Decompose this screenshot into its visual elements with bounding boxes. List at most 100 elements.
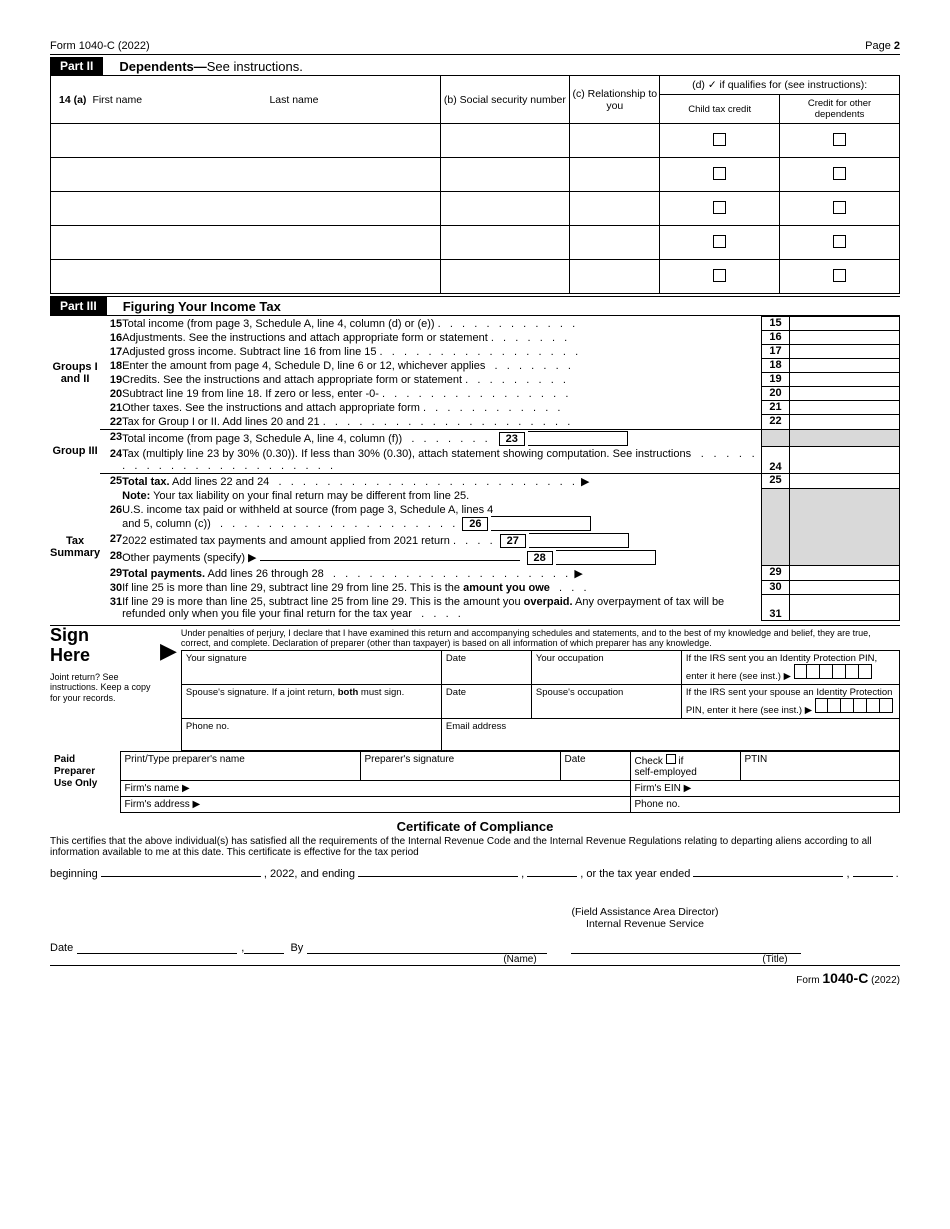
part2-label: Part II [50, 57, 103, 75]
dep-name-input[interactable] [51, 226, 441, 260]
dep-ssn-input[interactable] [440, 260, 570, 294]
sign-here-block: SignHere Joint return? See instructions.… [50, 625, 900, 751]
perjury-text: Under penalties of perjury, I declare th… [181, 626, 900, 650]
cert-period-line: beginning , 2022, and ending , , or the … [50, 868, 900, 880]
ctc-checkbox[interactable] [713, 133, 726, 146]
firm-name-input[interactable]: Firm's name ▶ [120, 781, 630, 797]
odc-checkbox[interactable] [833, 167, 846, 180]
pin2-field[interactable]: If the IRS sent your spouse an Identity … [681, 685, 899, 719]
cert-end-input[interactable] [358, 876, 518, 877]
dependent-row [51, 260, 900, 294]
email-input[interactable]: Email address [441, 719, 899, 751]
dependents-table: 14 (a) First name Last name (b) Social s… [50, 76, 900, 294]
col-d2-header: Credit for other dependents [780, 95, 900, 124]
col-a-header: 14 (a) First name Last name [51, 76, 441, 124]
line-17-input[interactable] [790, 345, 900, 359]
line-29-input[interactable] [790, 566, 900, 581]
page-header: Form 1040-C (2022) Page Page 22 [50, 40, 900, 55]
line-22-input[interactable] [790, 415, 900, 430]
line-20-input[interactable] [790, 387, 900, 401]
line-27-text: 2022 estimated tax payments and amount a… [122, 532, 761, 549]
odc-checkbox[interactable] [833, 133, 846, 146]
ctc-checkbox[interactable] [713, 167, 726, 180]
dep-rel-input[interactable] [570, 226, 660, 260]
odc-checkbox[interactable] [833, 201, 846, 214]
pin1-field[interactable]: If the IRS sent you an Identity Protecti… [681, 651, 899, 685]
spouse-signature-input[interactable]: Spouse's signature. If a joint return, b… [181, 685, 441, 719]
ctc-checkbox[interactable] [713, 269, 726, 282]
line-27-input[interactable] [529, 533, 629, 548]
odc-checkbox[interactable] [833, 269, 846, 282]
line-28-specify-input[interactable] [260, 560, 520, 561]
line-28-text: Other payments (specify) ▶ 28 [122, 549, 761, 566]
your-occupation-input[interactable]: Your occupation [531, 651, 681, 685]
line-21-input[interactable] [790, 401, 900, 415]
odc-checkbox[interactable] [833, 235, 846, 248]
line-16-text: Adjustments. See the instructions and at… [122, 331, 761, 345]
line-17-text: Adjusted gross income. Subtract line 16 … [122, 345, 761, 359]
dep-rel-input[interactable] [570, 158, 660, 192]
cert-signature-line: Date , By [50, 942, 900, 954]
line-31-input[interactable] [790, 595, 900, 621]
firm-addr-input[interactable]: Firm's address ▶ [120, 797, 630, 813]
cert-title: Certificate of Compliance [50, 819, 900, 834]
line-18-input[interactable] [790, 359, 900, 373]
dep-name-input[interactable] [51, 260, 441, 294]
col-b-header: (b) Social security number [440, 76, 570, 124]
line-31-text: If line 29 is more than line 25, subtrac… [122, 595, 761, 621]
cert-begin-input[interactable] [101, 876, 261, 877]
your-signature-input[interactable]: Your signature [181, 651, 441, 685]
sign-date-input[interactable]: Date [441, 651, 531, 685]
dep-name-input[interactable] [51, 192, 441, 226]
part3-label: Part III [50, 297, 107, 315]
preparer-label: PaidPreparerUse Only [50, 752, 120, 813]
line-30-text: If line 25 is more than line 29, subtrac… [122, 581, 761, 595]
line-24-input[interactable] [790, 447, 900, 474]
dep-rel-input[interactable] [570, 260, 660, 294]
dep-ssn-input[interactable] [440, 226, 570, 260]
line-23-text: Total income (from page 3, Schedule A, l… [122, 430, 761, 447]
prep-name-input[interactable]: Print/Type preparer's name [120, 752, 360, 781]
line-23-input[interactable] [528, 431, 628, 446]
line-26-text: U.S. income tax paid or withheld at sour… [122, 503, 761, 532]
group3-label: Group III [50, 429, 100, 473]
ctc-checkbox[interactable] [713, 235, 726, 248]
dep-rel-input[interactable] [570, 124, 660, 158]
part3-header: Part III Figuring Your Income Tax [50, 296, 900, 316]
cert-taxyear2-input[interactable] [853, 876, 893, 877]
dep-rel-input[interactable] [570, 192, 660, 226]
dep-ssn-input[interactable] [440, 124, 570, 158]
phone-input[interactable]: Phone no. [181, 719, 441, 751]
taxsum-label: Tax Summary [50, 473, 100, 621]
dependent-row [51, 124, 900, 158]
cert-director: (Field Assistance Area Director)Internal… [390, 906, 900, 930]
dep-ssn-input[interactable] [440, 158, 570, 192]
page-number: Page Page 22 [865, 40, 900, 52]
dep-ssn-input[interactable] [440, 192, 570, 226]
self-employed-checkbox[interactable]: Check ifself-employed [630, 752, 740, 781]
firm-phone-input[interactable]: Phone no. [630, 797, 900, 813]
line-25-input[interactable] [790, 473, 900, 489]
dep-name-input[interactable] [51, 124, 441, 158]
ctc-checkbox[interactable] [713, 201, 726, 214]
line-30-input[interactable] [790, 581, 900, 595]
dep-name-input[interactable] [51, 158, 441, 192]
line-26-input[interactable] [491, 516, 591, 531]
cert-taxyear-input[interactable] [693, 876, 843, 877]
cert-end-year-input[interactable] [527, 876, 577, 877]
prep-sig-input[interactable]: Preparer's signature [360, 752, 560, 781]
dependent-row [51, 226, 900, 260]
line-19-input[interactable] [790, 373, 900, 387]
line-19-text: Credits. See the instructions and attach… [122, 373, 761, 387]
ptin-input[interactable]: PTIN [740, 752, 900, 781]
prep-date-input[interactable]: Date [560, 752, 630, 781]
form-number: Form 1040-C (2022) [50, 40, 150, 52]
spouse-date-input[interactable]: Date [441, 685, 531, 719]
line-15-input[interactable] [790, 317, 900, 331]
line-18-text: Enter the amount from page 4, Schedule D… [122, 359, 761, 373]
line-16-input[interactable] [790, 331, 900, 345]
spouse-occupation-input[interactable]: Spouse's occupation [531, 685, 681, 719]
line-28-input[interactable] [556, 550, 656, 565]
firm-ein-input[interactable]: Firm's EIN ▶ [630, 781, 900, 797]
col-d-header: (d) ✓ if qualifies for (see instructions… [660, 76, 900, 95]
